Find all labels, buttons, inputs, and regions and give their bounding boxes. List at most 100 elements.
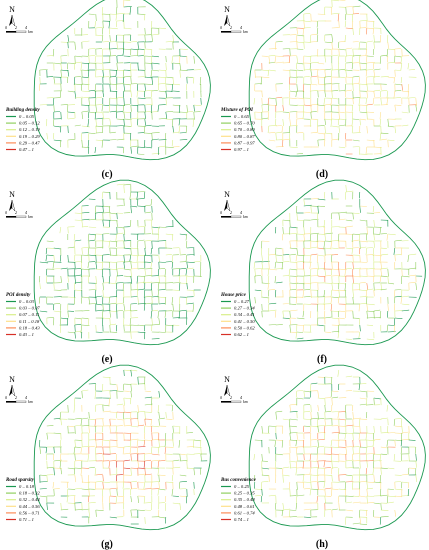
panel-label: (f) [317,354,327,365]
road-segment [53,76,56,84]
road-segment [108,275,111,284]
road-segment [129,191,132,200]
road-segment [81,310,90,312]
road-segment [296,69,304,72]
road-segment [130,418,132,426]
road-segment [344,282,347,291]
road-segment [137,239,145,242]
road-segment [88,239,96,242]
road-segment [338,111,345,114]
road-segment [165,41,174,43]
road-segment [324,487,332,490]
road-segment [123,111,126,119]
road-segment [150,481,153,489]
road-segment [151,289,153,297]
road-segment [67,139,75,141]
road-segment [324,233,326,241]
road-segment [324,397,326,406]
road-segment [74,425,76,434]
road-segment [289,324,291,333]
road-segment [331,240,339,242]
road-segment [171,83,174,93]
road-segment [387,488,394,490]
road-segment [144,439,153,441]
road-segment [316,69,319,77]
road-segment [123,247,132,250]
road-segment [289,34,297,36]
road-segment [123,118,132,120]
road-segment [39,488,47,490]
road-segment [59,254,62,262]
road-segment [130,205,132,214]
road-segment [254,83,263,85]
legend-label: 0.12 – 0.19 [19,127,40,132]
road-segment [143,289,146,298]
road-segment [352,417,361,420]
road-segment [80,418,83,426]
road-segment [394,239,402,242]
road-segment [345,97,354,99]
road-segment [144,488,152,490]
road-segment [303,226,305,235]
road-segment [359,289,368,291]
road-segment [345,219,353,222]
road-segment [275,247,282,250]
road-segment [344,268,347,277]
road-segment [74,281,82,284]
road-segment [102,317,110,319]
road-segment [80,446,83,454]
road-segment [275,97,277,106]
road-segment [289,125,298,127]
road-segment [74,55,83,58]
road-segment [338,111,340,120]
road-segment [351,20,354,29]
road-segment [289,509,297,511]
road-segment [394,97,402,99]
road-segment [261,117,269,120]
road-segment [303,296,311,298]
road-segment [387,432,396,434]
road-segment [358,474,361,483]
road-segment [317,480,325,483]
road-segment [186,104,188,113]
road-segment [310,118,312,127]
road-segment [366,41,368,50]
road-segment [38,296,41,304]
road-segment [95,211,104,214]
road-segment [102,481,104,489]
road-segment [144,254,152,257]
road-segment [102,376,111,378]
road-segment [130,495,132,503]
road-segment [179,481,187,483]
road-segment [380,132,389,134]
road-segment [366,481,375,483]
road-network [253,0,418,155]
road-segment [116,446,125,449]
road-segment [123,226,126,235]
road-segment [46,132,48,140]
road-segment [373,68,381,71]
road-segment [310,382,318,385]
road-segment [102,303,104,312]
scale-bar [15,215,27,218]
north-arrow [9,385,12,396]
road-segment [316,27,319,35]
road-segment [116,488,118,496]
road-segment [310,488,318,490]
road-segment [401,275,410,278]
road-segment [45,254,48,262]
road-segment [323,460,326,468]
road-segment [171,474,174,482]
road-segment [310,90,319,92]
road-segment [123,111,132,113]
road-segment [150,90,153,98]
road-segment [172,466,181,469]
road-segment [172,324,180,326]
road-segment [317,83,326,86]
road-segment [254,495,262,497]
road-segment [158,90,167,93]
road-segment [74,96,83,99]
road-segment [303,282,312,285]
road-segment [186,76,193,78]
road-segment [109,268,118,270]
